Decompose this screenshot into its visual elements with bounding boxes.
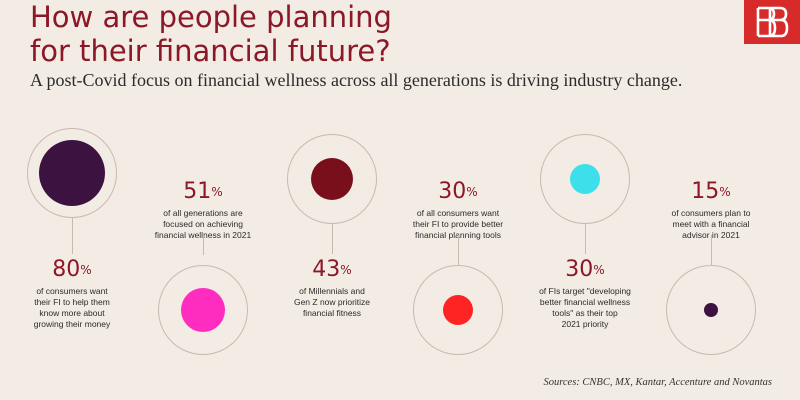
dot-purple [39, 140, 105, 206]
connector-line-5 [585, 224, 586, 254]
page-subtitle: A post-Covid focus on financial wellness… [30, 70, 683, 90]
connector-line-6 [711, 235, 712, 265]
dot-maroon [311, 158, 353, 200]
stat-description: of all consumers want their FI to provide… [412, 208, 504, 240]
dot-pink [181, 288, 225, 332]
title-line-2: for their financial future? [30, 34, 391, 68]
connector-line-4 [458, 235, 459, 265]
stat-4: 30% of all consumers want their FI to pro… [393, 180, 523, 241]
sources-note: Sources: CNBC, MX, Kantar, Accenture and… [543, 377, 772, 388]
dot-red [443, 295, 473, 325]
stat-1: 80% of consumers want their FI to help th… [7, 258, 137, 330]
stat-value: 15% [691, 179, 731, 204]
ring-4 [413, 265, 503, 355]
stat-value: 51% [183, 179, 223, 204]
stat-description: of Millennials and Gen Z now prioritize fi… [293, 286, 371, 318]
connector-line-3 [332, 224, 333, 254]
stat-description: of FIs target "developing better financia… [539, 286, 631, 329]
stat-value: 43% [312, 257, 352, 282]
connector-line-2 [203, 235, 204, 255]
connector-line-1 [72, 218, 73, 254]
stat-description: of consumers want their FI to help them kn… [33, 286, 111, 329]
logo-monogram-icon [756, 6, 789, 38]
stat-value: 30% [565, 257, 605, 282]
stat-2: 51% of all generations are focused on ach… [138, 180, 268, 241]
ring-6 [666, 265, 756, 355]
dot-small [704, 303, 718, 317]
brand-logo [744, 0, 800, 44]
dot-cyan [570, 164, 600, 194]
ring-3 [287, 134, 377, 224]
page-title: How are people planning for their financ… [30, 0, 392, 68]
title-line-1: How are people planning [30, 0, 392, 34]
ring-1 [27, 128, 117, 218]
stat-5: 30% of FIs target "developing better fina… [520, 258, 650, 330]
ring-2 [158, 265, 248, 355]
stat-6: 15% of consumers plan to meet with a fina… [646, 180, 776, 241]
stat-value: 80% [52, 257, 92, 282]
stat-value: 30% [438, 179, 478, 204]
ring-5 [540, 134, 630, 224]
stat-3: 43% of Millennials and Gen Z now prioriti… [267, 258, 397, 319]
